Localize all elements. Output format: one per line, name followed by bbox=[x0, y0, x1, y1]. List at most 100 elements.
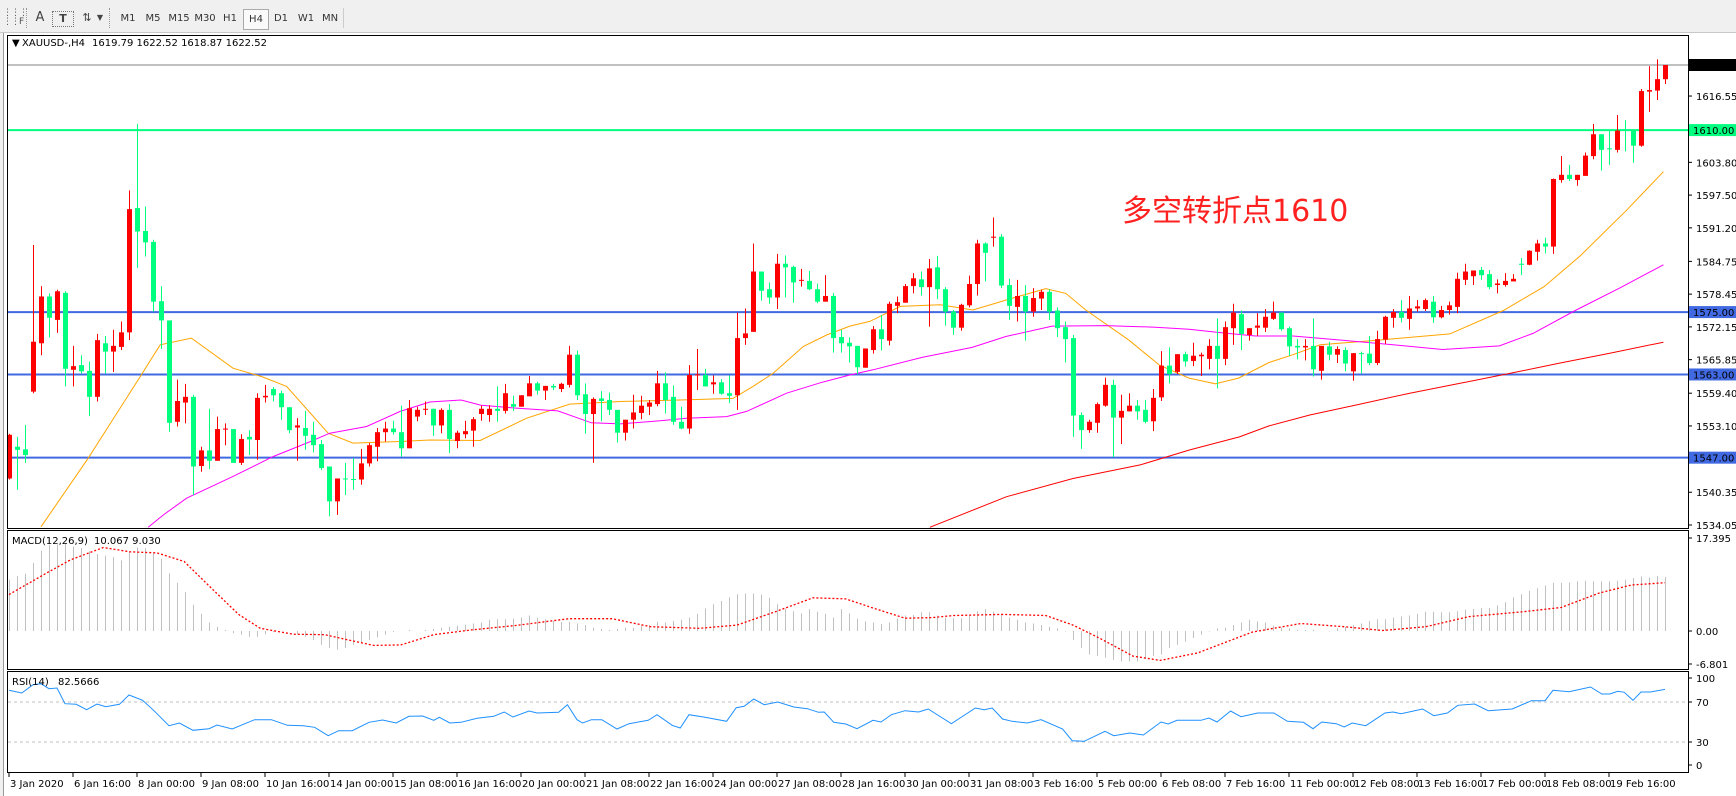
candle bbox=[623, 419, 628, 441]
timeframe-m1[interactable]: M1 bbox=[120, 13, 136, 24]
candle-body bbox=[639, 405, 644, 413]
timeframe-h4[interactable]: H4 bbox=[243, 9, 269, 30]
timeframe-d1[interactable]: D1 bbox=[273, 13, 289, 24]
text-icon[interactable]: A bbox=[35, 10, 45, 25]
price-tick-label: 1597.50 bbox=[1696, 191, 1736, 202]
timeframe-w1[interactable]: W1 bbox=[297, 13, 315, 24]
candle-body bbox=[503, 393, 508, 411]
candle bbox=[871, 326, 876, 354]
text-label-icon[interactable]: T bbox=[52, 11, 74, 27]
time-tick-label: 14 Jan 00:00 bbox=[330, 779, 393, 790]
candle bbox=[447, 404, 452, 453]
candle-body bbox=[1535, 243, 1540, 252]
time-tick-label: 22 Jan 16:00 bbox=[650, 779, 713, 790]
candle bbox=[943, 287, 948, 326]
candle-body bbox=[1463, 271, 1468, 280]
candle bbox=[239, 434, 244, 465]
candle-body bbox=[1455, 278, 1460, 307]
candle bbox=[455, 430, 460, 449]
candle bbox=[1423, 298, 1428, 312]
candle-body bbox=[471, 419, 476, 431]
candle bbox=[807, 271, 812, 291]
price-tick-label: 1553.10 bbox=[1696, 422, 1736, 433]
candle-body bbox=[1231, 312, 1236, 329]
candle-body bbox=[551, 385, 556, 388]
macd-tick-label: 17.395 bbox=[1696, 534, 1731, 545]
candle bbox=[839, 329, 844, 353]
candle-body bbox=[63, 292, 68, 369]
candle bbox=[159, 286, 164, 349]
candle bbox=[671, 385, 676, 425]
price-tick-label: 1578.45 bbox=[1696, 290, 1736, 301]
candle bbox=[1095, 402, 1100, 433]
candle bbox=[711, 375, 716, 394]
candle bbox=[503, 383, 508, 414]
candle bbox=[1167, 347, 1172, 384]
current-price-label: 1622.52 bbox=[1693, 61, 1734, 72]
candle bbox=[1231, 303, 1236, 345]
candle bbox=[471, 417, 476, 447]
candle-body bbox=[1127, 405, 1132, 412]
candle bbox=[399, 405, 404, 457]
arrows-icon[interactable]: ⇅ bbox=[82, 11, 92, 24]
candle bbox=[647, 399, 652, 416]
symbol-dropdown-icon[interactable]: ▼ bbox=[12, 38, 20, 49]
candle bbox=[463, 420, 468, 439]
candle bbox=[1463, 263, 1468, 286]
candle bbox=[335, 478, 340, 515]
candle-body bbox=[175, 400, 180, 422]
candle-body bbox=[1439, 310, 1444, 318]
candle bbox=[1551, 178, 1556, 254]
candle-body bbox=[1087, 421, 1092, 431]
candle-body bbox=[1407, 308, 1412, 319]
price-tick-label: 1565.85 bbox=[1696, 356, 1736, 367]
candle-body bbox=[1007, 285, 1012, 306]
candle-body bbox=[791, 266, 796, 283]
candle bbox=[279, 390, 284, 420]
price-tick-label: 1572.15 bbox=[1696, 323, 1736, 334]
candle-body bbox=[1135, 405, 1140, 412]
toolbar-separator bbox=[343, 8, 346, 28]
candle-body bbox=[655, 383, 660, 405]
periods-grid-icon[interactable]: ⋮⋮⋮ ⋮⋮F bbox=[3, 8, 28, 27]
chart-ohlc: 1619.79 1622.52 1618.87 1622.52 bbox=[92, 38, 267, 49]
candle-body bbox=[1647, 90, 1652, 92]
timeframe-mn[interactable]: MN bbox=[321, 13, 339, 24]
candle-body bbox=[431, 408, 436, 426]
candle-body bbox=[1599, 134, 1604, 150]
candle-body bbox=[1447, 305, 1452, 311]
candle bbox=[231, 429, 236, 463]
candle-body bbox=[1495, 283, 1500, 286]
timeframe-m15[interactable]: M15 bbox=[168, 13, 190, 24]
candle-body bbox=[423, 408, 428, 410]
candle bbox=[1623, 120, 1628, 152]
candle-body bbox=[1031, 298, 1036, 312]
timeframe-m5[interactable]: M5 bbox=[145, 13, 161, 24]
chevron-down-icon[interactable]: ▼ bbox=[96, 13, 104, 22]
candle-body bbox=[1655, 79, 1660, 91]
time-tick-label: 12 Feb 08:00 bbox=[1354, 779, 1420, 790]
timeframe-h1[interactable]: H1 bbox=[223, 13, 237, 24]
candle bbox=[743, 308, 748, 345]
time-tick-label: 28 Jan 16:00 bbox=[842, 779, 905, 790]
candle-body bbox=[1663, 65, 1668, 80]
candle bbox=[1535, 239, 1540, 261]
candle-body bbox=[663, 383, 668, 400]
candle-body bbox=[1639, 91, 1644, 146]
candle-body bbox=[487, 408, 492, 416]
candle-body bbox=[1567, 174, 1572, 179]
timeframe-m30[interactable]: M30 bbox=[194, 13, 216, 24]
candle-body bbox=[807, 280, 812, 290]
candle bbox=[1655, 59, 1660, 100]
candle-body bbox=[1327, 346, 1332, 355]
time-tick-label: 18 Feb 08:00 bbox=[1546, 779, 1612, 790]
candle bbox=[719, 379, 724, 395]
candle-body bbox=[1015, 295, 1020, 307]
candle-body bbox=[943, 289, 948, 312]
candle-body bbox=[271, 389, 276, 396]
candle-body bbox=[279, 393, 284, 408]
price-tick-label: 1603.80 bbox=[1696, 158, 1736, 169]
candle-body bbox=[583, 394, 588, 414]
candle-body bbox=[1543, 243, 1548, 247]
